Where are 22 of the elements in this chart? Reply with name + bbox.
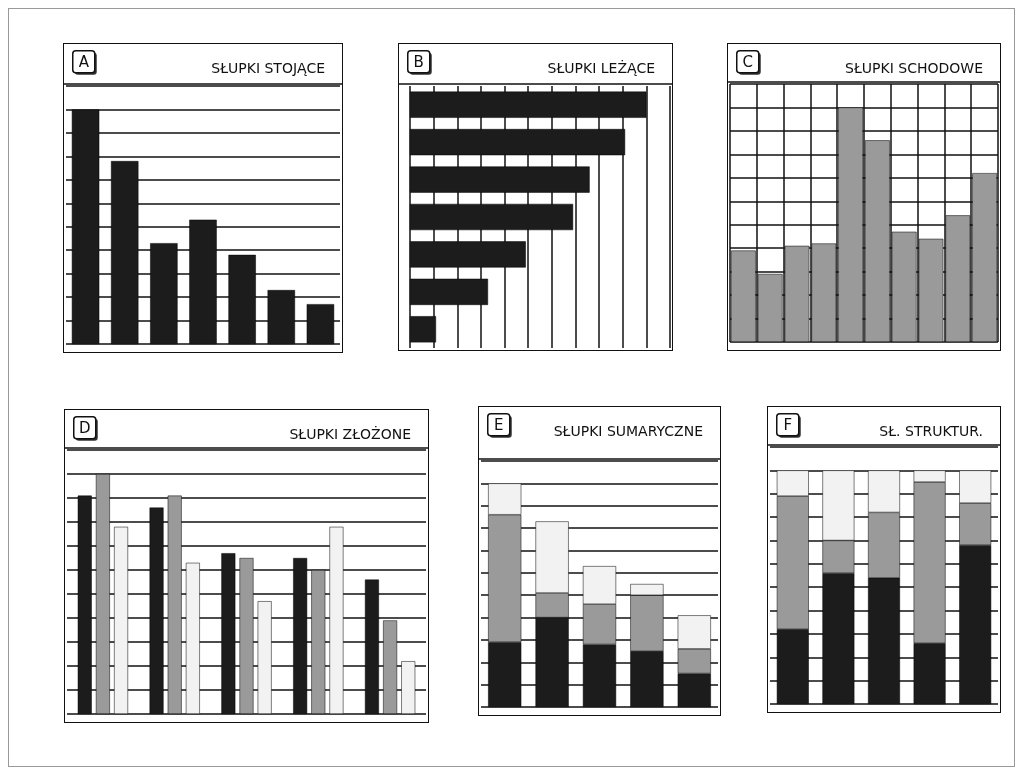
bar <box>329 526 344 714</box>
bar <box>167 495 182 714</box>
text: A <box>78 52 90 71</box>
bar <box>114 526 129 714</box>
chart-title: SŁUPKI ZŁOŻONE <box>289 425 412 442</box>
bar <box>185 562 200 714</box>
text: D <box>78 418 91 437</box>
bar <box>257 601 272 714</box>
text: E <box>494 415 504 434</box>
chart-title: SŁUPKI STOJĄCE <box>211 60 326 76</box>
bar <box>401 661 416 714</box>
bar <box>239 558 254 714</box>
text: C <box>742 52 753 71</box>
chart-title: SŁUPKI LEŻĄCE <box>547 59 656 76</box>
bar <box>383 620 398 714</box>
chart-title: SŁ. STRUKTUR. <box>879 423 983 439</box>
bar <box>311 570 326 714</box>
chart-title: SŁUPKI SCHODOWE <box>845 60 983 76</box>
chart-title: SŁUPKI SUMARYCZNE <box>553 423 703 439</box>
text: B <box>413 52 424 71</box>
text: F <box>783 415 793 434</box>
bar <box>95 474 110 714</box>
